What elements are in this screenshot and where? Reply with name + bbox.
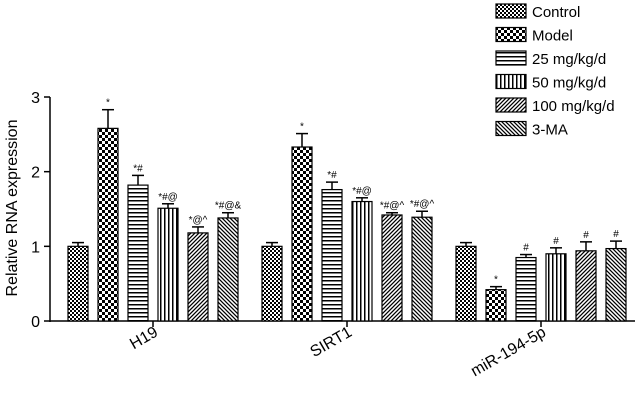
legend-label: Control: [532, 4, 580, 21]
legend-label: 50 mg/kg/d: [532, 75, 606, 92]
legend: Control Model 25 mg/kg/d 50 mg/kg/d 100 mg/k…: [495, 3, 615, 139]
significance-label: #: [553, 236, 559, 247]
bar: [217, 217, 239, 322]
significance-label: *: [494, 275, 498, 286]
bar: [67, 245, 89, 322]
significance-label: *: [106, 98, 110, 109]
significance-label: *#: [133, 163, 143, 174]
significance-label: *#@^: [380, 201, 405, 212]
bar: [605, 247, 627, 322]
legend-label: 100 mg/kg/d: [532, 98, 615, 115]
bar: [411, 216, 433, 322]
bar: [455, 245, 477, 322]
x-tick-label: H19: [127, 324, 161, 353]
significance-label: *#@&: [215, 201, 242, 212]
legend-label: 3-MA: [532, 122, 568, 139]
significance-label: #: [613, 229, 619, 240]
bar: [291, 146, 313, 322]
significance-label: *@^: [189, 215, 208, 226]
significance-label: *#: [327, 170, 337, 181]
bar: [97, 127, 119, 322]
y-tick-label: 1: [31, 239, 40, 256]
bar: [321, 188, 343, 322]
bar: [515, 256, 537, 322]
legend-swatch: [495, 50, 527, 66]
significance-label: *: [300, 122, 304, 133]
significance-label: *#@: [158, 192, 178, 203]
bar: [575, 250, 597, 322]
legend-swatch: [495, 73, 527, 90]
legend-swatch: [495, 3, 527, 19]
bar: [187, 232, 209, 322]
bar: [261, 245, 283, 322]
y-axis-label: Relative RNA expression: [4, 120, 21, 297]
legend-label: Model: [532, 28, 573, 45]
bar: [157, 207, 179, 322]
y-tick-label: 3: [31, 90, 40, 107]
legend-swatch: [495, 120, 527, 137]
x-tick-label: miR-194-5p: [468, 324, 549, 381]
legend-swatch: [495, 97, 527, 113]
bar: [381, 214, 403, 322]
x-tick-label: SIRT1: [307, 324, 355, 361]
significance-label: *#@: [352, 186, 372, 197]
bar: [127, 184, 149, 322]
bars: **#*#@*@^*#@&**#*#@*#@^ *#@^*### #: [67, 98, 627, 322]
y-tick-label: 2: [31, 165, 40, 182]
legend-label: 25 mg/kg/d: [532, 51, 606, 68]
bar: [485, 289, 507, 322]
y-tick-label: 0: [31, 314, 40, 331]
bar: [545, 253, 567, 322]
bar: [351, 200, 373, 322]
significance-label: *#@^: [410, 199, 435, 210]
legend-swatch: [495, 26, 527, 43]
significance-label: #: [523, 243, 529, 254]
significance-label: #: [583, 230, 589, 241]
